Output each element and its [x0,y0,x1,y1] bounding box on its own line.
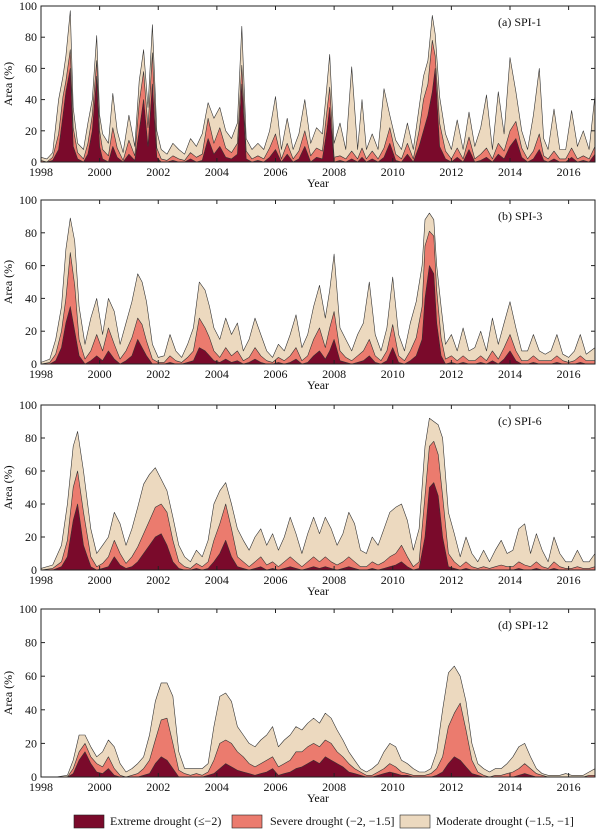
y-tick-label: 20 [25,736,37,750]
axes-frame-spi3 [40,199,596,365]
y-axis-title: Area (%) [1,671,15,715]
x-tick-label: 2000 [88,573,112,587]
x-tick-label: 2004 [205,573,229,587]
legend-swatch-severe [231,814,263,829]
panel-spi1: 0 20 40 60 80 100 1998 2000 2002 2004 2006 2008 2010… [1,0,596,190]
y-tick-label: 20 [25,324,37,338]
y-tick-label: 40 [25,703,37,717]
y-axis-title: Area (%) [1,260,15,304]
axes-frame-spi6 [40,404,596,571]
axes-frame-spi12 [40,608,596,778]
x-tick-label: 2006 [263,573,287,587]
x-tick-label: 2004 [205,165,229,179]
y-tick-label: 100 [19,398,37,412]
panel-spi3: 0 20 40 60 80 100 1998 2000 2002 2004 2006 2008 2010… [1,193,596,392]
x-tick-label: 2016 [557,780,581,794]
x-tick-label: 2016 [557,165,581,179]
y-tick-label: 60 [25,669,37,683]
x-tick-label: 1998 [29,367,53,381]
y-tick-label: 80 [25,226,37,240]
series-area-moderate-spi1 [40,10,596,163]
panel-title-spi12: (d) SPI-12 [498,618,548,632]
x-tick-label: 2006 [263,165,287,179]
x-tick-label: 2008 [322,165,346,179]
legend-swatch-extreme [73,814,105,829]
y-tick-label: 0 [31,770,37,784]
axes-frame-spi1 [40,5,596,163]
x-tick-label: 2004 [205,780,229,794]
legend: Extreme drought (≤−2) Severe drought (−2… [73,814,574,829]
y-tick-label: 40 [25,93,37,107]
x-tick-label: 2014 [498,367,522,381]
x-tick-label: 2004 [205,367,229,381]
x-tick-label: 2014 [498,165,522,179]
x-tick-label: 2002 [146,780,170,794]
x-tick-label: 2002 [146,573,170,587]
x-tick-label: 2010 [381,780,405,794]
panel-title-spi1: (a) SPI-1 [498,15,542,29]
series-area-extreme-spi3 [40,265,596,365]
y-tick-label: 100 [19,193,37,207]
x-tick-label: 2000 [88,780,112,794]
y-tick-label: 60 [25,259,37,273]
series-area-extreme-spi1 [40,68,596,163]
y-tick-label: 60 [25,464,37,478]
x-tick-label: 2002 [146,367,170,381]
x-tick-label: 2010 [381,367,405,381]
x-tick-label: 2012 [439,367,463,381]
y-axis-title: Area (%) [1,62,15,106]
x-tick-label: 2012 [439,780,463,794]
y-axis-title: Area (%) [1,465,15,509]
y-tick-label: 20 [25,530,37,544]
x-tick-label: 2016 [557,367,581,381]
y-tick-label: 100 [19,0,37,13]
y-tick-label: 0 [31,357,37,371]
series-area-severe-spi6 [40,441,596,571]
x-tick-label: 1998 [29,780,53,794]
legend-label-extreme: Extreme drought (≤−2) [110,814,221,828]
y-tick-label: 60 [25,61,37,75]
legend-label-severe: Severe drought (−2, −1.5] [270,814,395,828]
x-tick-label: 2008 [322,780,346,794]
x-tick-label: 1998 [29,165,53,179]
x-tick-label: 2008 [322,573,346,587]
y-tick-label: 20 [25,124,37,138]
y-tick-label: 100 [19,602,37,616]
series-area-severe-spi3 [40,230,596,365]
x-axis-title: Year [307,791,329,805]
legend-label-moderate: Moderate drought (−1.5, −1] [436,814,574,828]
x-tick-label: 2014 [498,573,522,587]
x-tick-label: 2012 [439,573,463,587]
x-tick-label: 1998 [29,573,53,587]
y-tick-label: 80 [25,30,37,44]
x-tick-label: 2000 [88,165,112,179]
x-axis-title: Year [307,584,329,598]
x-tick-label: 2000 [88,367,112,381]
x-tick-label: 2010 [381,573,405,587]
panel-title-spi6: (c) SPI-6 [498,414,542,428]
y-tick-label: 0 [31,563,37,577]
x-tick-label: 2014 [498,780,522,794]
x-tick-label: 2010 [381,165,405,179]
panel-spi6: 0 20 40 60 80 100 1998 2000 2002 2004 2006 2008 2010… [1,398,596,598]
y-tick-label: 80 [25,431,37,445]
y-tick-label: 0 [31,155,37,169]
panel-spi12: 0 20 40 60 80 100 1998 2000 2002 2004 2006 2008 2010… [1,602,596,805]
x-tick-label: 2008 [322,367,346,381]
y-tick-label: 40 [25,291,37,305]
y-tick-label: 80 [25,636,37,650]
x-tick-label: 2016 [557,573,581,587]
x-axis-title: Year [307,176,329,190]
x-tick-label: 2012 [439,165,463,179]
x-axis-title: Year [307,378,329,392]
series-area-moderate-spi6 [40,417,596,571]
legend-swatch-moderate [399,814,431,829]
x-tick-label: 2006 [263,780,287,794]
y-tick-label: 40 [25,497,37,511]
x-tick-label: 2006 [263,367,287,381]
x-tick-label: 2002 [146,165,170,179]
panel-title-spi3: (b) SPI-3 [498,209,542,223]
